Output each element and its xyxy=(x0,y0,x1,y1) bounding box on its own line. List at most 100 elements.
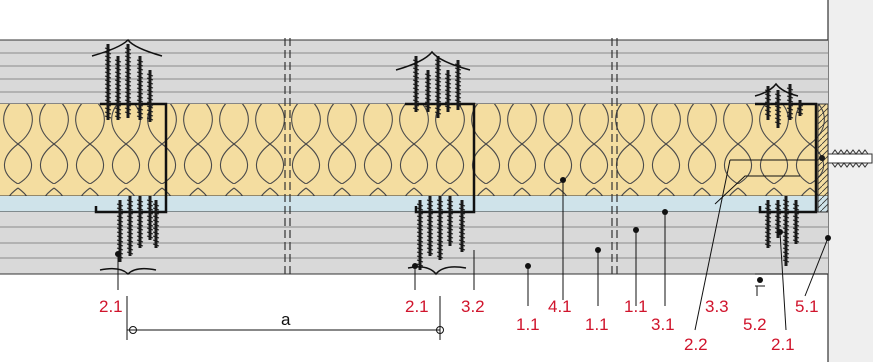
screw-thread xyxy=(782,235,790,239)
screw-thread xyxy=(146,227,154,231)
screw-thread xyxy=(782,255,790,259)
screw-thread xyxy=(104,87,112,91)
screw-thread xyxy=(116,247,124,251)
screw-thread xyxy=(436,199,444,203)
screw-thread xyxy=(458,235,466,239)
screw-thread xyxy=(454,103,462,107)
screw-thread xyxy=(136,103,144,107)
screw-thread xyxy=(434,63,442,67)
screw-thread xyxy=(764,113,772,117)
screw-thread xyxy=(412,87,420,91)
screw-thread xyxy=(458,215,466,219)
screw-thread xyxy=(136,79,144,83)
screw-thread xyxy=(116,243,124,247)
screw-thread xyxy=(412,75,420,79)
screw-thread xyxy=(426,235,434,239)
screw-thread xyxy=(426,207,434,211)
screw-thread xyxy=(136,239,144,243)
screw-thread xyxy=(424,105,432,109)
screw-thread xyxy=(152,223,160,227)
screw-thread xyxy=(126,211,134,215)
screw-thread xyxy=(782,251,790,255)
screw-thread xyxy=(412,95,420,99)
callout-3-3: 3.3 xyxy=(705,297,729,316)
screw-thread xyxy=(434,111,442,115)
screw-thread xyxy=(124,95,132,99)
callout-1-1-b: 1.1 xyxy=(585,315,609,334)
screw-thread xyxy=(114,107,122,111)
screw-thread xyxy=(136,99,144,103)
screw-thread xyxy=(416,223,424,227)
screw-thread xyxy=(444,105,452,109)
screw-thread xyxy=(416,239,424,243)
screw-thread xyxy=(436,243,444,247)
screw-thread xyxy=(424,81,432,85)
screw-thread xyxy=(426,219,434,223)
screw-thread xyxy=(426,247,434,251)
screw-thread xyxy=(136,231,144,235)
screw-thread xyxy=(454,63,462,67)
screw-thread xyxy=(458,247,466,251)
screw-thread xyxy=(792,235,800,239)
screw-thread xyxy=(774,223,782,227)
screw-thread xyxy=(774,97,782,101)
screw-thread xyxy=(446,239,454,243)
screw-thread xyxy=(152,219,160,223)
screw-thread xyxy=(782,227,790,231)
screw-thread xyxy=(412,107,420,111)
callout-2-1-right: 2.1 xyxy=(771,335,795,354)
screw-thread xyxy=(792,223,800,227)
screw-thread xyxy=(444,97,452,101)
screw-thread xyxy=(796,107,804,111)
screw-thread xyxy=(116,239,124,243)
screw-thread xyxy=(454,99,462,103)
screw-thread xyxy=(424,93,432,97)
mineral-wool-insulation xyxy=(0,104,828,197)
screw-thread xyxy=(416,215,424,219)
screw-thread xyxy=(782,231,790,235)
screw-thread xyxy=(458,223,466,227)
screw-thread xyxy=(146,85,154,89)
screw-thread xyxy=(458,219,466,223)
screw-thread xyxy=(454,75,462,79)
screw-thread xyxy=(458,231,466,235)
screw-thread xyxy=(146,113,154,117)
screw-thread xyxy=(124,67,132,71)
screw-thread xyxy=(126,219,134,223)
screw-thread xyxy=(458,203,466,207)
screw-thread xyxy=(786,87,794,91)
screw-thread xyxy=(416,227,424,231)
screw-thread xyxy=(136,227,144,231)
screw-thread xyxy=(444,73,452,77)
screw-thread xyxy=(764,105,772,109)
screw-thread xyxy=(136,203,144,207)
callout-2-1-left: 2.1 xyxy=(99,297,123,316)
screw-thread xyxy=(146,109,154,113)
screw-thread xyxy=(792,239,800,243)
screw-thread xyxy=(774,121,782,125)
screw-thread xyxy=(124,51,132,55)
screw-thread xyxy=(152,203,160,207)
screw-thread xyxy=(416,231,424,235)
screw-thread xyxy=(124,91,132,95)
screw-thread xyxy=(764,231,772,235)
screw-thread xyxy=(136,95,144,99)
screw-thread xyxy=(454,95,462,99)
screw-thread xyxy=(786,95,794,99)
screw-thread xyxy=(126,203,134,207)
screw-thread xyxy=(412,71,420,75)
dimension-label-a: a xyxy=(281,310,291,329)
screw-thread xyxy=(416,203,424,207)
screw-thread xyxy=(454,83,462,87)
screw-thread xyxy=(792,203,800,207)
screw-thread xyxy=(434,103,442,107)
screw-thread xyxy=(124,107,132,111)
wall-anchor-icon xyxy=(819,149,873,168)
screw-thread xyxy=(764,239,772,243)
screw-thread xyxy=(444,93,452,97)
screw-thread xyxy=(124,111,132,115)
screw-thread xyxy=(782,259,790,263)
screw-thread xyxy=(152,211,160,215)
screw-thread xyxy=(114,67,122,71)
